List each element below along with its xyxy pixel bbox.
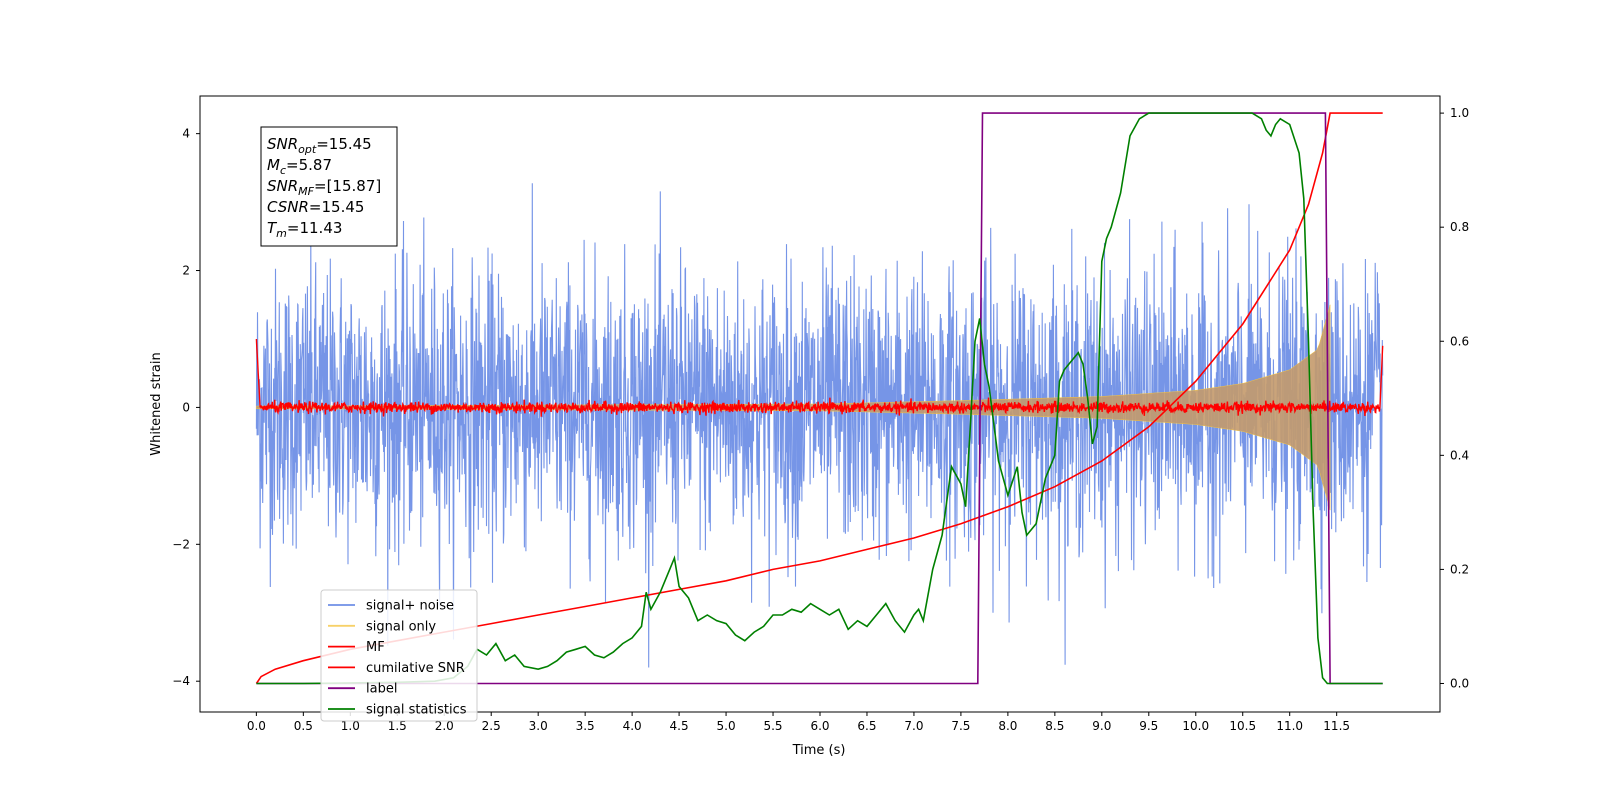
legend-label: signal+ noise (366, 599, 454, 614)
x-tick-label: 10.0 (1182, 719, 1209, 733)
x-tick-label: 5.0 (717, 719, 736, 733)
x-tick-label: 6.5 (857, 719, 876, 733)
legend: signal+ noise signal only MF cumilative SNR… (320, 589, 478, 722)
y-right-tick-label: 0.8 (1450, 220, 1469, 234)
x-tick-label: 0.0 (247, 719, 266, 733)
x-tick-label: 7.5 (951, 719, 970, 733)
annotation-line: Mc=5.87 (267, 156, 332, 177)
x-tick-label: 11.0 (1276, 719, 1303, 733)
annotation-line: SNRopt=15.45 (267, 135, 372, 156)
x-tick-label: 9.0 (1092, 719, 1111, 733)
y-left-tick-label: 4 (182, 127, 190, 141)
annotation-frame (260, 126, 398, 247)
x-tick-label: 7.0 (904, 719, 923, 733)
x-tick-label: 2.0 (435, 719, 454, 733)
x-tick-label: 11.5 (1323, 719, 1350, 733)
y-axis-label-left: Whitened strain (149, 352, 164, 455)
x-tick-label: 4.5 (670, 719, 689, 733)
x-tick-label: 9.5 (1139, 719, 1158, 733)
x-tick-label: 1.5 (388, 719, 407, 733)
y-right-tick-label: 0.4 (1450, 448, 1469, 462)
x-tick-label: 0.5 (294, 719, 313, 733)
series-line-mf (255, 338, 1384, 417)
legend-label: label (366, 682, 397, 697)
x-tick-label: 5.5 (763, 719, 782, 733)
y-left-tick-label: −4 (172, 674, 190, 688)
y-left-tick-label: −2 (172, 537, 190, 551)
x-tick-label: 3.5 (576, 719, 595, 733)
y-right-tick-label: 0.0 (1450, 676, 1469, 690)
y-right-tick-label: 1.0 (1450, 106, 1469, 120)
x-tick-label: 2.5 (482, 719, 501, 733)
y-right-tick-label: 0.2 (1450, 562, 1469, 576)
y-right-tick-label: 0.6 (1450, 334, 1469, 348)
axes-layer: 0.0 0.5 1.0 1.5 2.0 2.5 3.0 3.5 4.0 4.5 5.0 5.5 6.0 6… (172, 106, 1469, 733)
x-tick-label: 6.0 (810, 719, 829, 733)
x-tick-label: 8.5 (1045, 719, 1064, 733)
legend-label: signal only (366, 619, 436, 634)
x-tick-label: 8.0 (998, 719, 1017, 733)
x-tick-label: 3.0 (529, 719, 548, 733)
y-left-tick-label: 0 (182, 400, 190, 414)
annotation-line: CSNR=15.45 (267, 198, 364, 216)
x-tick-label: 10.5 (1229, 719, 1256, 733)
x-axis-label: Time (s) (792, 743, 846, 758)
legend-label: cumilative SNR (366, 661, 465, 676)
annotation-box: SNRopt=15.45Mc=5.87SNRMF=[15.87]CSNR=15.… (260, 126, 398, 247)
x-tick-label: 1.0 (341, 719, 360, 733)
legend-label: signal statistics (366, 703, 467, 718)
y-left-tick-label: 2 (182, 264, 190, 278)
x-tick-label: 4.0 (623, 719, 642, 733)
legend-label: MF (366, 640, 385, 655)
annotation-line: Tm=11.43 (267, 219, 342, 240)
legend-frame (320, 589, 478, 722)
annotation-line: SNRMF=[15.87] (267, 177, 381, 198)
series-line-signal-statistics (256, 112, 1383, 685)
